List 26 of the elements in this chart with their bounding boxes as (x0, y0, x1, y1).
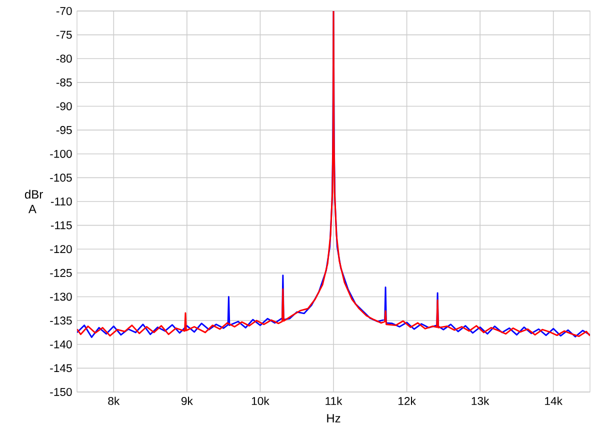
x-tick-label: 13k (472, 396, 490, 406)
y-tick-label: -130 (50, 292, 72, 301)
y-tick-label: -70 (56, 7, 72, 16)
x-tick-label: 8k (108, 396, 120, 406)
y-axis-title: dBr A (24, 190, 43, 214)
y-tick-label: -100 (50, 150, 72, 158)
y-tick-label: -95 (56, 126, 72, 134)
y-tick-label: -105 (50, 174, 72, 182)
y-tick-label: -140 (50, 340, 72, 348)
y-tick-label: -75 (56, 30, 72, 39)
y-tick-label: -145 (50, 364, 72, 372)
x-tick-label: 11k (326, 396, 342, 405)
y-tick-label: -90 (56, 102, 72, 110)
y-tick-label: -85 (56, 78, 72, 86)
y-tick-label: -125 (50, 268, 72, 277)
y-tick-label: -115 (50, 221, 72, 230)
x-tick-label: 14k (545, 396, 563, 405)
y-tick-label: -150 (50, 388, 72, 396)
x-tick-label: 10k (252, 396, 270, 406)
x-tick-label: 12k (398, 396, 416, 405)
y-tick-label: -80 (56, 54, 72, 63)
x-tick-label: 9k (181, 396, 193, 406)
x-axis-title: Hz (327, 414, 340, 422)
y-tick-label: -110 (50, 197, 72, 206)
y-tick-label: -120 (50, 245, 72, 254)
y-tick-label: -135 (50, 316, 72, 325)
